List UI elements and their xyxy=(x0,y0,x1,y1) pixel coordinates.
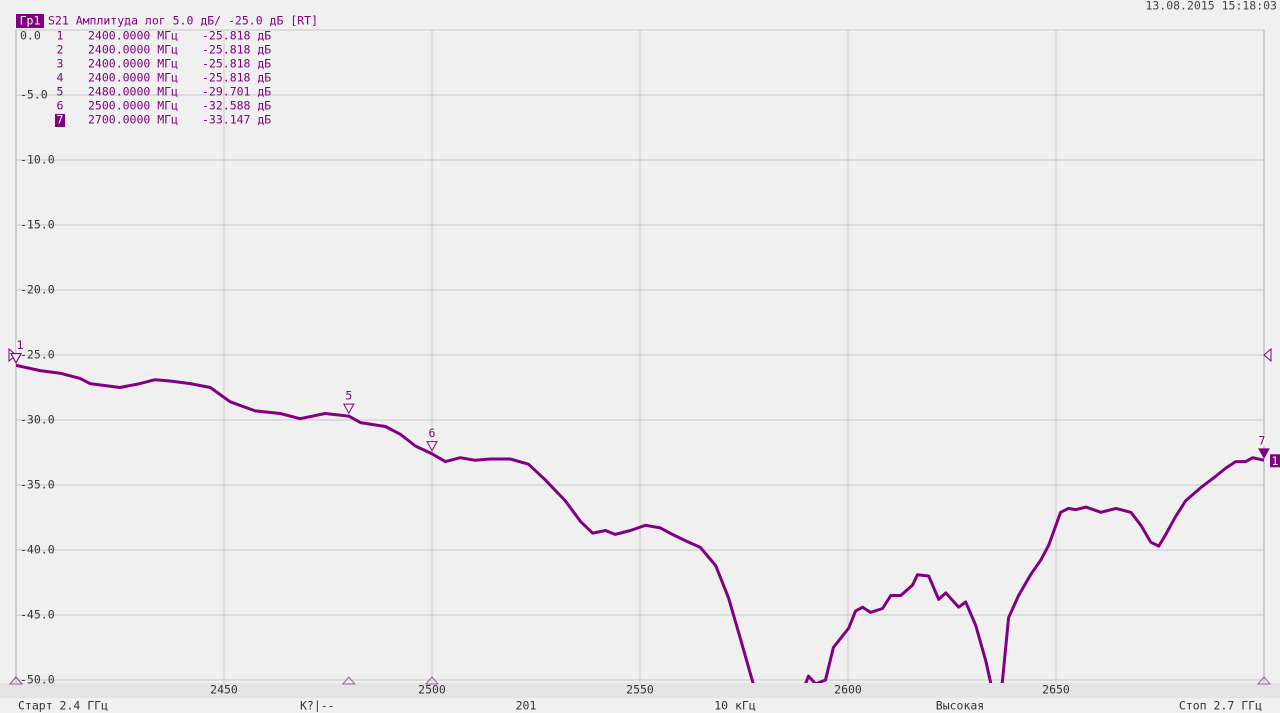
trace-tag xyxy=(1270,454,1280,468)
marker-number: 3 xyxy=(57,57,64,71)
marker-frequency: 2400.0000 МГц xyxy=(88,57,178,71)
x-tick-label: 2500 xyxy=(418,683,446,697)
y-tick-label: -15.0 xyxy=(20,218,55,232)
reference-marker-right xyxy=(1263,347,1272,363)
marker-label: 1 xyxy=(17,338,24,352)
y-tick-label: -45.0 xyxy=(20,608,55,622)
timestamp: 13.08.2015 15:18:03 xyxy=(1145,0,1277,13)
trace-tag-label: 1 xyxy=(1272,454,1279,468)
x-tick-label: 2600 xyxy=(834,683,862,697)
y-tick-label: -5.0 xyxy=(20,88,48,102)
marker-value: -25.818 дБ xyxy=(202,71,271,85)
marker-value: -25.818 дБ xyxy=(202,43,271,57)
y-tick-label: -25.0 xyxy=(20,348,55,362)
marker-frequency: 2480.0000 МГц xyxy=(88,85,178,99)
marker-symbol xyxy=(426,441,438,452)
marker-label: 5 xyxy=(345,389,352,403)
marker-axis-indicator xyxy=(424,676,440,685)
y-tick-label: -10.0 xyxy=(20,153,55,167)
y-tick-label: -40.0 xyxy=(20,543,55,557)
marker-label: 7 xyxy=(1259,433,1266,447)
marker-value: -32.588 дБ xyxy=(202,99,271,113)
status-item: К?|-- xyxy=(300,699,335,713)
marker-frequency: 2400.0000 МГц xyxy=(88,43,178,57)
marker-label-bg xyxy=(16,339,24,351)
y-tick-label: -20.0 xyxy=(20,283,55,297)
marker-frequency: 2400.0000 МГц xyxy=(88,71,178,85)
marker-frequency: 2400.0000 МГц xyxy=(88,29,178,43)
y-tick-label: -50.0 xyxy=(20,673,55,687)
marker-symbol xyxy=(10,353,22,364)
marker-label-bg xyxy=(344,390,353,402)
plot xyxy=(16,363,1264,683)
marker-axis-indicator xyxy=(1256,676,1272,685)
status-item: Старт 2.4 ГГц xyxy=(18,699,108,713)
overlay: 0.0 -5.0 -10.0 -15.0 -20.0 -25.0 -30.0 -35.0 -40… xyxy=(8,29,1280,713)
status-item: Стоп 2.7 ГГц xyxy=(1179,699,1262,713)
status-bar xyxy=(0,698,1280,713)
marker-symbol xyxy=(342,403,355,415)
reference-marker-left xyxy=(8,347,17,363)
grid xyxy=(16,29,1264,683)
marker-value: -33.147 дБ xyxy=(202,113,271,127)
tab-label: Гр1 xyxy=(20,14,41,28)
x-tick-label: 2650 xyxy=(1042,683,1070,697)
marker-label: 6 xyxy=(429,426,436,440)
status-item: Высокая xyxy=(936,699,984,713)
status-item: 201 xyxy=(516,699,537,713)
x-tick-label: 2550 xyxy=(626,683,654,697)
marker-number: 6 xyxy=(57,99,64,113)
status-item: 10 кГц xyxy=(714,699,756,713)
y-tick-label: 0.0 xyxy=(20,29,41,43)
marker-number: 5 xyxy=(57,85,64,99)
marker-number: 1 xyxy=(57,29,64,43)
marker-row-highlight xyxy=(55,114,65,127)
y-tick-label: -35.0 xyxy=(20,478,55,492)
marker-value: -25.818 дБ xyxy=(202,29,271,43)
marker-number: 7 xyxy=(57,113,64,127)
y-tick-label: -30.0 xyxy=(20,413,55,427)
marker-frequency: 2500.0000 МГц xyxy=(88,99,178,113)
marker-value: -25.818 дБ xyxy=(202,57,271,71)
marker-label-bg xyxy=(428,427,436,439)
marker-number: 2 xyxy=(57,43,64,57)
marker-symbol xyxy=(1258,448,1270,459)
marker-label-bg xyxy=(1258,434,1266,446)
trace-line xyxy=(16,363,1264,683)
x-tick-label: 2450 xyxy=(210,683,238,697)
marker-number: 4 xyxy=(57,71,64,85)
chart-title: S21 Амплитуда лог 5.0 дБ/ -25.0 дБ [RT] xyxy=(48,14,318,28)
marker-axis-indicator xyxy=(8,676,24,685)
marker-frequency: 2700.0000 МГц xyxy=(88,113,178,127)
tab-box xyxy=(16,14,44,28)
marker-value: -29.701 дБ xyxy=(202,85,271,99)
marker-axis-indicator xyxy=(341,676,356,685)
x-axis-strip xyxy=(0,683,1280,698)
